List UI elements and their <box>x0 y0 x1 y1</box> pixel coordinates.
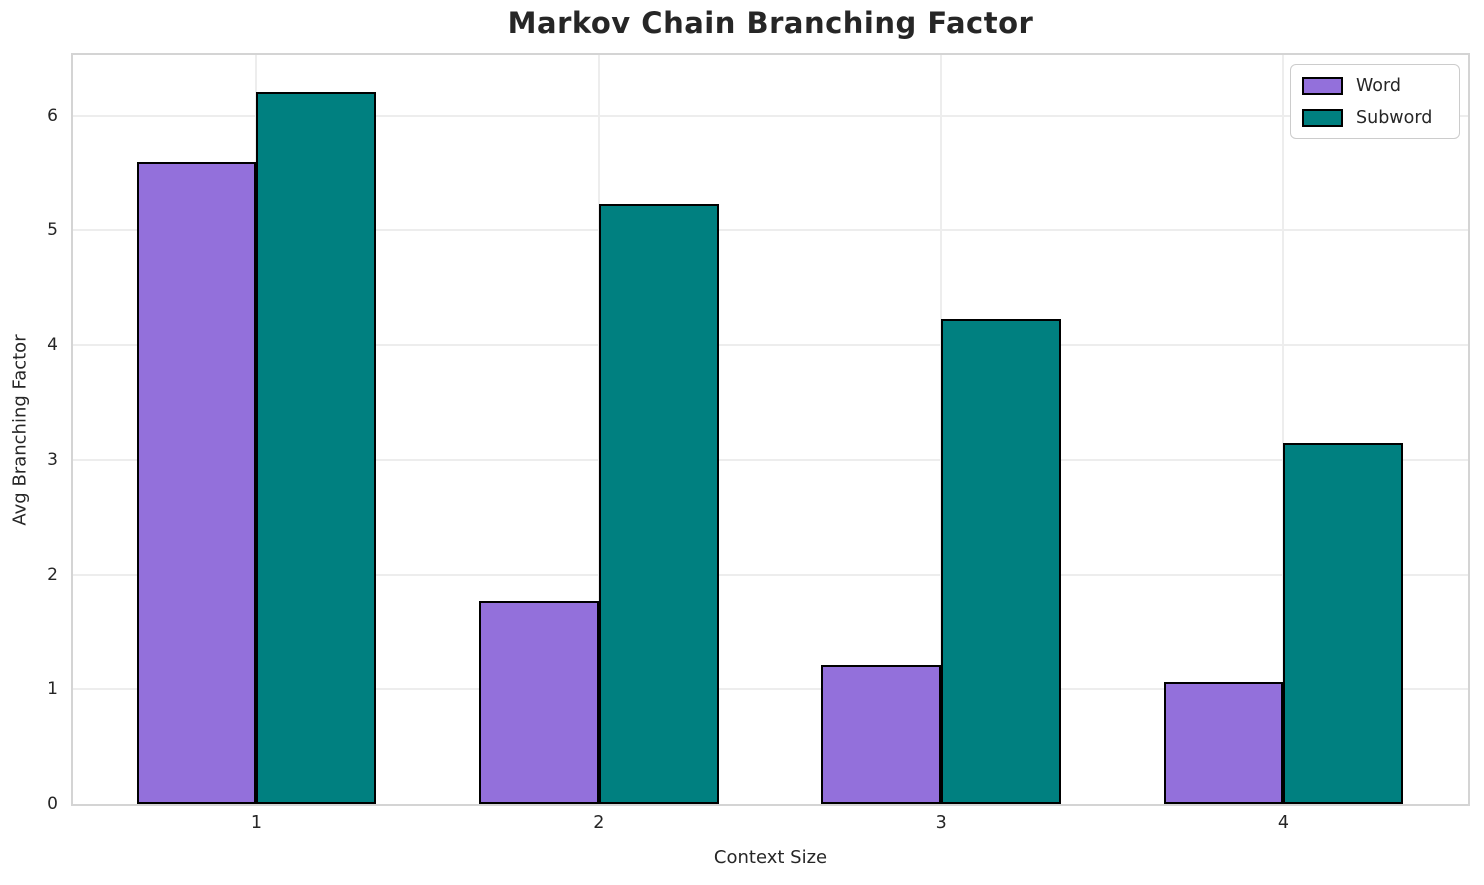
x-tick-label: 1 <box>250 813 263 833</box>
gridline-horizontal <box>73 229 1468 232</box>
y-tick-label: 4 <box>47 335 58 356</box>
y-tick-label: 0 <box>47 794 58 814</box>
x-tick-label: 3 <box>935 813 947 833</box>
gridline-horizontal <box>73 688 1468 691</box>
chart-title: Markov Chain Branching Factor <box>507 6 1034 40</box>
x-tick-label: 2 <box>593 813 605 833</box>
x-tick-label: 4 <box>1277 813 1290 833</box>
legend-item-subword: Subword <box>1302 105 1448 130</box>
y-tick-label: 5 <box>47 220 58 241</box>
bar-word-3 <box>821 665 942 804</box>
gridline-vertical <box>1282 55 1285 804</box>
gridline-horizontal <box>73 344 1468 347</box>
x-axis-label: Context Size <box>713 847 828 868</box>
gridline-horizontal <box>73 573 1468 576</box>
gridline-horizontal <box>73 458 1468 461</box>
y-tick-label: 3 <box>47 449 58 470</box>
bar-subword-4 <box>1283 442 1404 804</box>
bar-word-4 <box>1163 682 1284 804</box>
y-tick-label: 1 <box>47 679 58 700</box>
legend: Word Subword <box>1290 64 1460 139</box>
bar-word-2 <box>479 600 599 804</box>
legend-swatch-word <box>1302 76 1343 95</box>
y-tick-label: 2 <box>47 564 58 585</box>
legend-item-word: Word <box>1302 73 1448 98</box>
legend-label-subword: Subword <box>1356 107 1433 128</box>
y-axis-label: Avg Branching Factor <box>9 334 31 526</box>
bar-subword-2 <box>598 204 719 804</box>
bar-subword-1 <box>256 91 377 804</box>
legend-swatch-subword <box>1302 108 1343 127</box>
gridline-horizontal <box>73 114 1468 117</box>
bar-word-1 <box>136 161 257 804</box>
plot-area: Word Subword <box>71 53 1470 806</box>
bar-subword-3 <box>941 318 1061 804</box>
legend-label-word: Word <box>1356 75 1401 96</box>
y-tick-label: 6 <box>47 105 58 126</box>
